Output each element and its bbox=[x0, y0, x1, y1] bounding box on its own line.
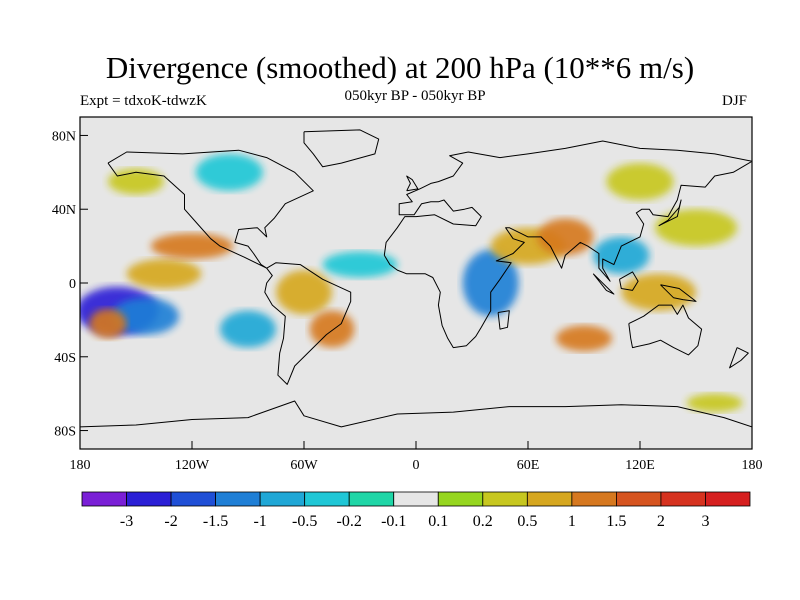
colorbar-swatch bbox=[482, 491, 528, 507]
colorbar-swatch bbox=[215, 491, 261, 507]
colorbar-swatch bbox=[348, 491, 395, 507]
colorbar-label: 2 bbox=[657, 513, 665, 530]
plot-title: Divergence (smoothed) at 200 hPa (10**6 … bbox=[105, 50, 695, 85]
coastline-new-zealand bbox=[729, 347, 749, 369]
divergence-blob-15 bbox=[556, 325, 612, 352]
colorbar-label: -1 bbox=[253, 513, 266, 530]
lon-tick-label: 180 bbox=[742, 458, 763, 473]
colorbar-swatch bbox=[393, 491, 439, 507]
lon-tick-label: 60W bbox=[290, 458, 318, 473]
divergence-blob-17 bbox=[195, 153, 263, 191]
coastline-greenland bbox=[303, 129, 380, 168]
lat-tick-label: 40N bbox=[52, 203, 76, 218]
colorbar-swatch bbox=[660, 491, 706, 507]
coastline-antarctica bbox=[80, 400, 752, 428]
coastline-madagascar bbox=[497, 310, 510, 330]
divergence-blob-7 bbox=[309, 310, 355, 348]
plot-subtitle: 050kyr BP - 050kyr BP bbox=[344, 88, 486, 104]
coastline-borneo bbox=[619, 271, 639, 291]
coastline-north-america bbox=[107, 149, 314, 269]
colorbar-label: -0.5 bbox=[292, 513, 317, 530]
lon-tick-label: 60E bbox=[517, 458, 540, 473]
lat-tick-label: 80N bbox=[52, 129, 76, 144]
season-label: DJF bbox=[722, 93, 748, 109]
colorbar-swatch bbox=[705, 491, 751, 507]
colorbar-label: -0.1 bbox=[381, 513, 406, 530]
colorbar-label: 1.5 bbox=[606, 513, 626, 530]
colorbar-swatch bbox=[259, 491, 306, 507]
divergence-blob-5 bbox=[220, 310, 276, 348]
coastline-new-guinea bbox=[660, 284, 697, 302]
latitude-axis: 80N 40N 0 40S 80S bbox=[52, 129, 88, 440]
divergence-blob-12 bbox=[593, 236, 650, 274]
longitude-axis: 180 120W 60W 0 60E 120E 180 bbox=[70, 441, 763, 473]
coastline-australia bbox=[628, 304, 703, 356]
colorbar-swatch bbox=[437, 491, 484, 507]
divergence-blob-14 bbox=[654, 209, 738, 247]
colorbar-swatch bbox=[571, 491, 617, 507]
lat-tick-label: 0 bbox=[69, 277, 76, 292]
colorbar-label: -3 bbox=[120, 513, 133, 530]
divergence-blob-19 bbox=[686, 393, 743, 413]
lon-tick-label: 0 bbox=[413, 458, 420, 473]
divergence-blob-11 bbox=[537, 218, 594, 256]
colorbar-label: 3 bbox=[701, 513, 709, 530]
coastline-sumatra bbox=[592, 273, 615, 295]
colorbar-label: 0.5 bbox=[517, 513, 537, 530]
colorbar-label: 0.1 bbox=[428, 513, 448, 530]
colorbar: -3 -2 -1.5 -1 -0.5 -0.2 -0.1 0.1 0.2 0.5 1 1.5 2 3 bbox=[81, 491, 751, 530]
divergence-blob-2 bbox=[89, 308, 127, 339]
colorbar-swatch bbox=[616, 491, 662, 507]
divergence-blob-3 bbox=[126, 259, 202, 289]
coastline-layer bbox=[80, 129, 752, 428]
colorbar-label: -2 bbox=[164, 513, 177, 530]
colorbar-label: -1.5 bbox=[203, 513, 228, 530]
divergence-blob-8 bbox=[322, 251, 398, 278]
colorbar-swatch bbox=[170, 491, 216, 507]
coastline-great-britain bbox=[406, 175, 419, 192]
colorbar-swatch bbox=[304, 491, 350, 507]
divergence-blob-1 bbox=[111, 297, 179, 335]
divergence-blob-18 bbox=[606, 163, 674, 200]
lon-tick-label: 120W bbox=[175, 458, 210, 473]
lon-tick-label: 180 bbox=[70, 458, 91, 473]
divergence-blob-6 bbox=[276, 270, 332, 315]
colorbar-label: 0.2 bbox=[473, 513, 493, 530]
divergence-blob-9 bbox=[462, 249, 519, 317]
lat-tick-label: 80S bbox=[54, 425, 76, 440]
coastline-south-america bbox=[264, 262, 352, 385]
experiment-label: Expt = tdxoK-tdwzK bbox=[80, 93, 207, 109]
colorbar-label: 1 bbox=[568, 513, 576, 530]
colorbar-swatch bbox=[126, 491, 172, 507]
divergence-blob-13 bbox=[621, 273, 697, 311]
coastline-africa-eurasia bbox=[383, 140, 752, 349]
colorbar-swatch bbox=[81, 491, 127, 507]
colorbar-label: -0.2 bbox=[337, 513, 362, 530]
coastline-japan bbox=[658, 199, 682, 227]
lat-tick-label: 40S bbox=[54, 351, 76, 366]
lon-tick-label: 120E bbox=[625, 458, 655, 473]
colorbar-swatch bbox=[526, 491, 573, 507]
